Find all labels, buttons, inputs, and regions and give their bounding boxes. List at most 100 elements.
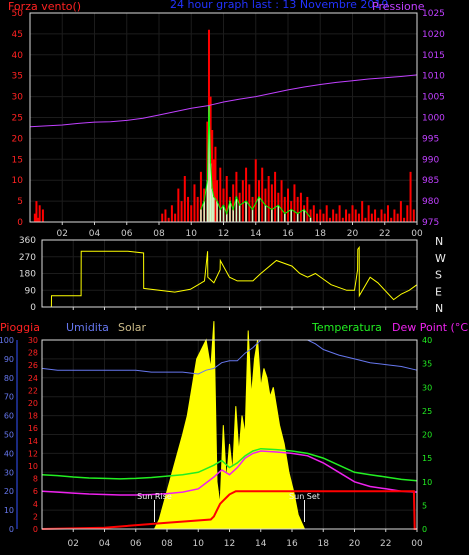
pressure-tick-label: 995 [422, 134, 439, 144]
gust-series [200, 104, 311, 219]
x-tick-label: 18 [318, 539, 330, 549]
rain-axis-label: Pioggia [0, 321, 40, 334]
wind-tick-label: 50 [12, 9, 24, 19]
x-tick-label: 16 [282, 229, 294, 239]
rain-tick-label: 18 [28, 412, 38, 421]
humidity-tick-label: 50 [4, 431, 14, 440]
temperature-tick-label: 15 [422, 454, 432, 463]
rain-tick-label: 2 [33, 512, 38, 521]
rain-tick-label: 0 [33, 525, 38, 534]
humidity-tick-label: 90 [4, 355, 14, 364]
temperature-tick-label: 20 [422, 431, 432, 440]
temperature-tick-label: 30 [422, 383, 432, 392]
compass-label: N [435, 302, 443, 315]
direction-series [42, 245, 418, 308]
rain-tick-label: 6 [33, 487, 38, 496]
pressure-tick-label: 980 [422, 197, 439, 207]
direction-tick-label: 0 [30, 303, 36, 313]
wind-tick-label: 20 [12, 134, 24, 144]
rain-tick-label: 8 [33, 475, 38, 484]
dewpoint-series [41, 450, 418, 496]
x-tick-label: 22 [379, 229, 390, 239]
wind-tick-label: 30 [12, 93, 24, 103]
rain-tick-label: 22 [28, 386, 38, 395]
solar-axis-label: Solar [118, 321, 147, 334]
pressure-tick-label: 1025 [422, 9, 445, 19]
wind-tick-label: 15 [12, 155, 23, 165]
x-tick-label: 14 [250, 229, 262, 239]
temperature-tick-label: 35 [422, 360, 432, 369]
rain-series [41, 490, 417, 530]
x-tick-label: 06 [121, 229, 133, 239]
humidity-tick-label: 60 [4, 412, 14, 421]
pressure-tick-label: 1010 [422, 72, 445, 82]
x-tick-label: 02 [68, 539, 79, 549]
x-tick-label: 00 [411, 539, 423, 549]
x-tick-label: 10 [186, 229, 198, 239]
wind-direction-plot [42, 245, 418, 308]
pressure-series [29, 74, 418, 128]
humidity-series [41, 339, 418, 375]
direction-tick-label: 360 [19, 236, 36, 246]
pressure-tick-label: 1015 [422, 51, 445, 61]
wind-tick-label: 0 [17, 218, 23, 228]
humidity-tick-label: 10 [4, 506, 14, 515]
compass-label: S [435, 269, 442, 282]
x-tick-label: 04 [99, 539, 111, 549]
x-tick-label: 20 [347, 229, 359, 239]
wind-tick-label: 5 [17, 197, 23, 207]
x-tick-label: 12 [218, 229, 229, 239]
wind-tick-label: 40 [12, 51, 24, 61]
pressure-tick-label: 1005 [422, 93, 445, 103]
wind-pressure-axes: 02 04 06 08 10 12 14 16 18 20 22 000510152025303540… [12, 9, 446, 239]
rain-tick-label: 4 [33, 500, 38, 509]
x-tick-label: 04 [89, 229, 101, 239]
x-tick-label: 10 [193, 539, 205, 549]
wind-tick-label: 10 [12, 176, 24, 186]
temperature-tick-label: 10 [422, 478, 432, 487]
compass-label: W [435, 252, 446, 265]
rain-tick-label: 20 [28, 399, 38, 408]
pressure-tick-label: 1020 [422, 30, 445, 40]
x-tick-label: 08 [161, 539, 173, 549]
wind-tick-label: 25 [12, 114, 23, 124]
pressure-tick-label: 990 [422, 155, 439, 165]
atmo-plot: Sun Rise Sun Set [41, 321, 418, 530]
rain-tick-label: 10 [28, 462, 38, 471]
temperature-tick-label: 40 [422, 336, 432, 345]
humidity-tick-label: 70 [4, 393, 14, 402]
humidity-axis-label: Umidita [66, 321, 109, 334]
x-tick-label: 16 [286, 539, 298, 549]
x-tick-label: 08 [153, 229, 165, 239]
rain-tick-label: 12 [28, 449, 38, 458]
x-tick-label: 18 [315, 229, 327, 239]
rain-tick-label: 24 [28, 374, 38, 383]
temperature-series [41, 447, 418, 482]
temperature-axis-label: Temperatura [311, 321, 382, 334]
wind-tick-label: 45 [12, 30, 23, 40]
x-tick-label: 06 [130, 539, 142, 549]
rain-tick-label: 16 [28, 424, 38, 433]
humidity-tick-label: 100 [0, 336, 14, 345]
humidity-tick-label: 40 [4, 449, 14, 458]
compass-label: N [435, 235, 443, 248]
compass-label: E [435, 285, 442, 298]
x-tick-label: 02 [57, 229, 68, 239]
wind-axis-label: Forza vento() [8, 0, 81, 13]
pressure-tick-label: 975 [422, 218, 439, 228]
direction-tick-label: 180 [19, 270, 36, 280]
x-tick-label: 00 [411, 229, 423, 239]
direction-tick-label: 90 [25, 286, 37, 296]
humidity-tick-label: 30 [4, 468, 14, 477]
sun-marker-label: Sun Set [289, 492, 320, 501]
wind-direction-grid [42, 239, 418, 308]
dewpoint-axis-label: Dew Point (°C) [392, 321, 469, 334]
solar-area [153, 321, 306, 530]
x-tick-label: 12 [224, 539, 235, 549]
chart-title: 24 hour graph last : 13 Novembre 2019 [170, 0, 388, 11]
temperature-tick-label: 0 [422, 525, 427, 534]
temperature-tick-label: 5 [422, 501, 427, 510]
rain-tick-label: 26 [28, 361, 38, 370]
pressure-tick-label: 1000 [422, 114, 445, 124]
